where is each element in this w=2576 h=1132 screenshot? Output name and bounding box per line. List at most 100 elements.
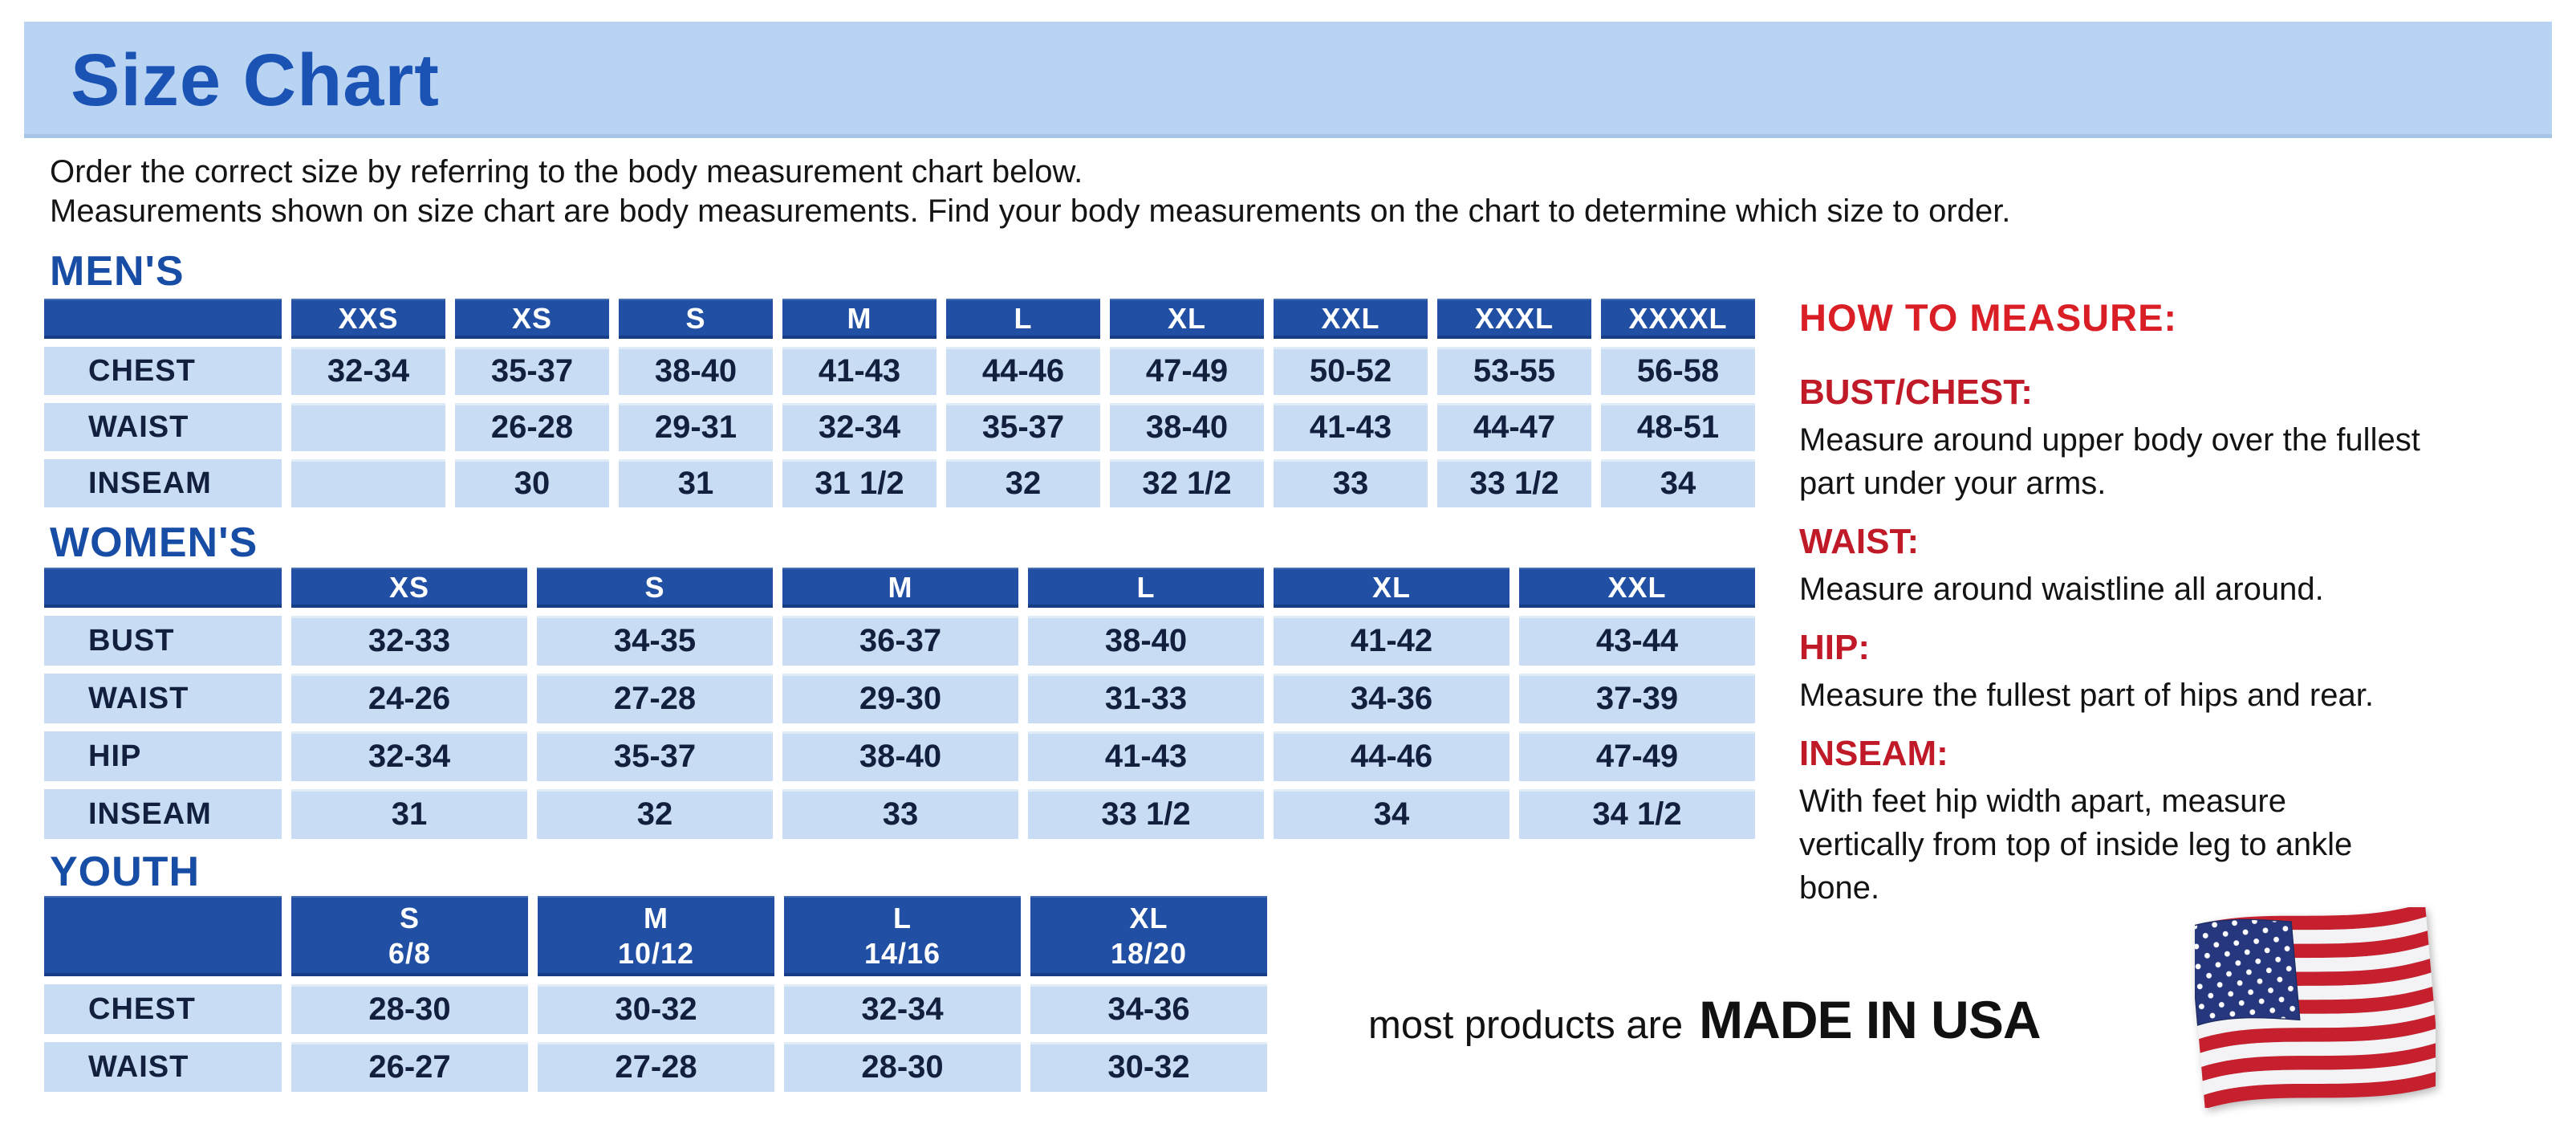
data-cell: 32-34 [291,347,445,395]
header-row: XS S M L XL XXL [44,568,1755,608]
data-cell: 27-28 [538,1042,774,1092]
table-row: INSEAM 31 32 33 33 1/2 34 34 1/2 [44,789,1755,839]
data-cell: 38-40 [1110,403,1264,451]
table-row: WAIST 26-28 29-31 32-34 35-37 38-40 41-43 44-4… [44,403,1755,451]
data-cell: 28-30 [784,1042,1021,1092]
row-label-cell: INSEAM [44,789,282,839]
size-header-cell: M 10/12 [538,896,774,976]
data-cell [291,403,445,451]
row-label-cell: WAIST [44,403,282,451]
size-header-cell: M [782,568,1018,608]
measure-section-hip: HIP: Measure the fullest part of hips and… [1799,627,2570,717]
table-row: HIP 32-34 35-37 38-40 41-43 44-46 47-49 [44,731,1755,781]
corner-cell [44,568,282,608]
data-cell: 38-40 [782,731,1018,781]
data-cell: 33 [782,789,1018,839]
table-row: BUST 32-33 34-35 36-37 38-40 41-42 43-44 [44,616,1755,666]
data-cell: 30-32 [538,984,774,1034]
youth-size-table: S 6/8 M 10/12 L 14/16 XL 18/20 CHEST 28-30 30-32 32… [35,888,1277,1100]
intro-line-1: Order the correct size by referring to t… [50,154,1083,189]
intro-text: Order the correct size by referring to t… [50,153,2537,231]
size-header-cell: XXXXL [1601,299,1755,339]
data-cell: 32 [537,789,773,839]
made-in-usa-text: MADE IN USA [1699,990,2041,1049]
data-cell: 38-40 [1028,616,1264,666]
how-to-measure-panel: HOW TO MEASURE: BUST/CHEST: Measure aroun… [1799,295,2570,910]
data-cell: 31 [619,459,773,507]
data-cell: 44-46 [1274,731,1509,781]
data-cell: 50-52 [1274,347,1428,395]
data-cell: 32-34 [784,984,1021,1034]
measure-label: BUST/CHEST: [1799,373,2033,412]
size-header-cell: XXL [1519,568,1755,608]
size-header-cell: XS [291,568,527,608]
made-in-usa-line: most products are MADE IN USA [1368,989,2042,1050]
data-cell: 47-49 [1519,731,1755,781]
data-cell: 24-26 [291,674,527,723]
mens-section-heading: MEN'S [50,248,185,295]
size-table: S 6/8 M 10/12 L 14/16 XL 18/20 CHEST 28-30 30-32 32… [35,888,1277,1100]
data-cell: 47-49 [1110,347,1264,395]
row-label-cell: INSEAM [44,459,282,507]
size-header-cell: S [537,568,773,608]
measure-label: WAIST: [1799,522,1920,561]
data-cell: 43-44 [1519,616,1755,666]
data-cell: 41-43 [1028,731,1264,781]
measure-section-bust: BUST/CHEST: Measure around upper body ove… [1799,372,2570,505]
data-cell: 34 1/2 [1519,789,1755,839]
data-cell: 33 1/2 [1437,459,1591,507]
size-header-cell: XXL [1274,299,1428,339]
header-row: S 6/8 M 10/12 L 14/16 XL 18/20 [44,896,1267,976]
row-label-cell: WAIST [44,1042,282,1092]
data-cell: 30 [455,459,609,507]
footer-prefix-text: most products are [1368,1004,1684,1047]
data-cell: 34 [1601,459,1755,507]
table-row: CHEST 32-34 35-37 38-40 41-43 44-46 47-49 50-52… [44,347,1755,395]
measure-label: INSEAM: [1799,734,1948,773]
size-header-cell: L 14/16 [784,896,1021,976]
data-cell: 44-47 [1437,403,1591,451]
data-cell: 48-51 [1601,403,1755,451]
data-cell: 53-55 [1437,347,1591,395]
data-cell: 33 [1274,459,1428,507]
table-row: WAIST 26-27 27-28 28-30 30-32 [44,1042,1267,1092]
womens-section-heading: WOMEN'S [50,519,258,566]
header-row: XXS XS S M L XL XXL XXXL XXXXL [44,299,1755,339]
size-header-cell: XL [1274,568,1509,608]
data-cell: 36-37 [782,616,1018,666]
data-cell: 32-34 [782,403,937,451]
page-title: Size Chart [71,39,440,121]
data-cell: 29-31 [619,403,773,451]
row-label-cell: CHEST [44,984,282,1034]
table-row: INSEAM 30 31 31 1/2 32 32 1/2 33 33 1/2 34 [44,459,1755,507]
data-cell: 38-40 [619,347,773,395]
data-cell: 29-30 [782,674,1018,723]
data-cell: 31-33 [1028,674,1264,723]
data-cell: 34-36 [1030,984,1267,1034]
data-cell: 41-43 [1274,403,1428,451]
row-label-cell: WAIST [44,674,282,723]
measure-text: With feet hip width apart, measure verti… [1799,784,2353,906]
data-cell: 26-28 [455,403,609,451]
size-header-cell: S [619,299,773,339]
size-header-cell: L [946,299,1100,339]
data-cell: 31 1/2 [782,459,937,507]
size-header-cell: S 6/8 [291,896,528,976]
mens-size-table: XXS XS S M L XL XXL XXXL XXXXL CHEST 32-34 35-37 38-… [35,291,1765,515]
measure-section-waist: WAIST: Measure around waistline all aroun… [1799,521,2570,611]
table-row: WAIST 24-26 27-28 29-30 31-33 34-36 37-39 [44,674,1755,723]
usa-flag-icon [2195,907,2436,1108]
row-label-cell: BUST [44,616,282,666]
size-header-cell: XS [455,299,609,339]
size-header-cell: XXS [291,299,445,339]
data-cell: 35-37 [455,347,609,395]
data-cell: 44-46 [946,347,1100,395]
data-cell: 32 [946,459,1100,507]
data-cell: 35-37 [946,403,1100,451]
data-cell: 32 1/2 [1110,459,1264,507]
measure-section-inseam: INSEAM: With feet hip width apart, measur… [1799,733,2570,910]
intro-line-2: Measurements shown on size chart are bod… [50,193,2011,229]
data-cell: 37-39 [1519,674,1755,723]
size-header-cell: XXXL [1437,299,1591,339]
